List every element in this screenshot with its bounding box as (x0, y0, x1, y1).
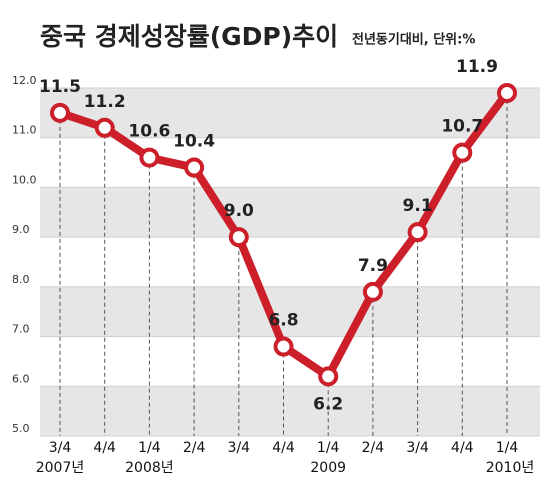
point (362, 281, 383, 302)
year-label: 2009 (310, 460, 346, 476)
band (40, 88, 540, 138)
x-tick-label: 2/4 (362, 440, 385, 456)
x-tick-label: 3/4 (49, 440, 72, 456)
value-label: 11.9 (456, 57, 498, 77)
point (184, 157, 205, 178)
y-tick-label: 5.0 (12, 422, 30, 435)
year-label: 2010년 (486, 460, 535, 476)
point (452, 142, 473, 163)
point (273, 336, 294, 357)
x-tick-label: 4/4 (93, 440, 116, 456)
point (139, 147, 160, 168)
value-label: 9.0 (224, 201, 254, 221)
chart-subtitle: 전년동기대비, 단위:% (352, 32, 475, 48)
band (40, 187, 540, 238)
value-label: 6.8 (268, 311, 298, 331)
x-tick-label: 4/4 (272, 440, 295, 456)
chart-title: 중국 경제성장률(GDP)추이 (40, 22, 338, 51)
x-tick-label: 3/4 (406, 440, 429, 456)
value-label: 10.6 (128, 122, 170, 142)
band (40, 386, 540, 436)
x-tick-label: 1/4 (317, 440, 340, 456)
band (40, 286, 540, 337)
point (407, 222, 428, 243)
point (94, 117, 115, 138)
y-tick-label: 9.0 (12, 223, 30, 236)
x-tick-label: 1/4 (496, 440, 519, 456)
y-tick-label: 6.0 (12, 372, 30, 385)
year-label: 2008년 (125, 460, 174, 476)
x-tick-label: 4/4 (451, 440, 474, 456)
point (497, 82, 517, 103)
y-tick-label: 10.0 (12, 173, 37, 186)
value-label: 6.2 (313, 394, 343, 414)
year-label: 2007년 (36, 460, 85, 476)
value-label: 11.2 (84, 92, 126, 112)
y-tick-label: 12.0 (12, 74, 37, 87)
x-tick-label: 3/4 (228, 440, 251, 456)
value-label: 10.7 (441, 117, 483, 137)
y-tick-label: 7.0 (12, 323, 30, 336)
point (318, 366, 339, 387)
y-tick-label: 11.0 (12, 124, 37, 137)
point (228, 227, 249, 248)
value-label: 9.1 (403, 196, 433, 216)
y-tick-label: 8.0 (12, 273, 30, 286)
value-label: 7.9 (358, 256, 388, 276)
point (50, 102, 70, 123)
x-tick-label: 2/4 (183, 440, 206, 456)
x-tick-label: 1/4 (138, 440, 161, 456)
value-label: 11.5 (39, 77, 81, 97)
value-label: 10.4 (173, 132, 215, 152)
